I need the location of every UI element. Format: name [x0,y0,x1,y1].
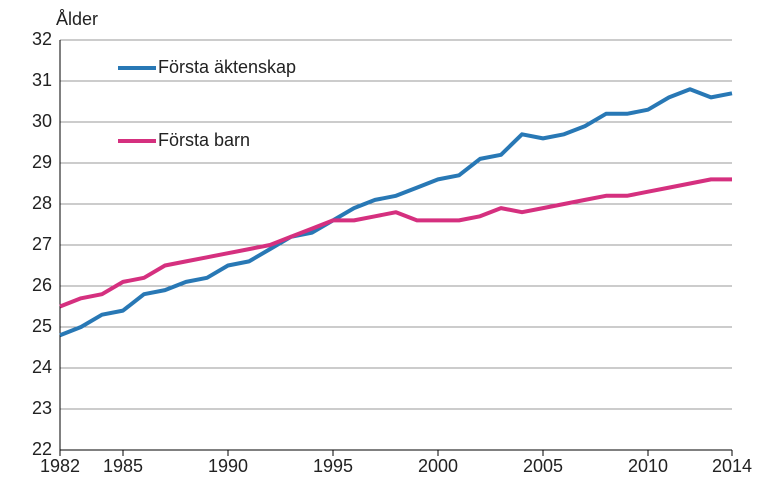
x-tick-label: 2014 [712,456,752,476]
y-tick-label: 31 [32,70,52,90]
y-tick-label: 26 [32,275,52,295]
y-tick-label: 29 [32,152,52,172]
x-tick-label: 1990 [208,456,248,476]
y-tick-label: 24 [32,357,52,377]
x-tick-label: 2000 [418,456,458,476]
x-tick-label: 2005 [523,456,563,476]
legend-label: Första äktenskap [158,57,296,77]
y-tick-label: 32 [32,29,52,49]
y-tick-label: 25 [32,316,52,336]
x-tick-label: 1995 [313,456,353,476]
y-tick-label: 28 [32,193,52,213]
x-tick-label: 1985 [103,456,143,476]
y-tick-label: 22 [32,439,52,459]
x-tick-label: 2010 [628,456,668,476]
y-tick-label: 30 [32,111,52,131]
y-tick-label: 23 [32,398,52,418]
legend-label: Första barn [158,130,250,150]
x-tick-label: 1982 [40,456,80,476]
line-series [59,87,733,338]
y-axis-label: Ålder [56,9,98,29]
y-tick-label: 27 [32,234,52,254]
line-series [59,177,732,309]
